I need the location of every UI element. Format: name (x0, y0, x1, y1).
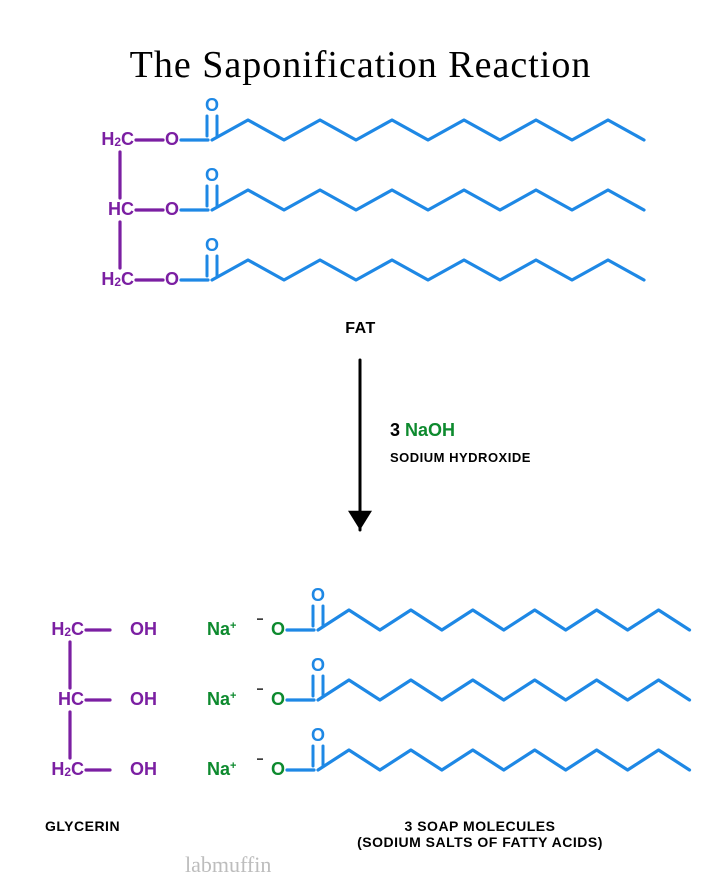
svg-text:O: O (165, 269, 179, 289)
svg-text:H2C: H2C (51, 759, 84, 779)
svg-text:O: O (311, 725, 325, 745)
svg-text:Na+: Na+ (207, 759, 236, 779)
svg-text:OH: OH (130, 689, 157, 709)
svg-text:Na+: Na+ (207, 689, 236, 709)
svg-text:OH: OH (130, 759, 157, 779)
svg-text:O: O (311, 585, 325, 605)
svg-text:HC: HC (108, 199, 134, 219)
svg-text:Na+: Na+ (207, 619, 236, 639)
naoh-formula: NaOH (405, 420, 455, 440)
svg-text:O: O (205, 235, 219, 255)
fat-label: FAT (0, 320, 721, 338)
svg-text:O: O (205, 95, 219, 115)
svg-text:O: O (165, 199, 179, 219)
svg-text:O: O (165, 129, 179, 149)
svg-text:O: O (205, 165, 219, 185)
svg-text:H2C: H2C (101, 129, 134, 149)
naoh-count: 3 (390, 420, 400, 440)
soap-label: 3 SOAP MOLECULES (SODIUM SALTS OF FATTY … (330, 818, 630, 850)
reaction-diagram: H2CHCH2COOOOOOH2CHCH2COHOHOHNa+−OONa+−OO… (0, 0, 721, 890)
svg-text:−: − (256, 682, 263, 696)
soap-label-line2: (SODIUM SALTS OF FATTY ACIDS) (330, 834, 630, 850)
glycerin-label: GLYCERIN (45, 818, 120, 834)
svg-text:O: O (271, 619, 285, 639)
svg-text:HC: HC (58, 689, 84, 709)
svg-text:OH: OH (130, 619, 157, 639)
svg-text:−: − (256, 752, 263, 766)
soap-label-line1: 3 SOAP MOLECULES (330, 818, 630, 834)
svg-text:H2C: H2C (101, 269, 134, 289)
svg-text:H2C: H2C (51, 619, 84, 639)
watermark: labmuffin (185, 852, 271, 878)
naoh-formula-label: 3 NaOH (390, 420, 455, 441)
svg-text:O: O (311, 655, 325, 675)
sodium-hydroxide-label: SODIUM HYDROXIDE (390, 450, 531, 465)
svg-text:O: O (271, 689, 285, 709)
svg-text:−: − (256, 612, 263, 626)
svg-text:O: O (271, 759, 285, 779)
